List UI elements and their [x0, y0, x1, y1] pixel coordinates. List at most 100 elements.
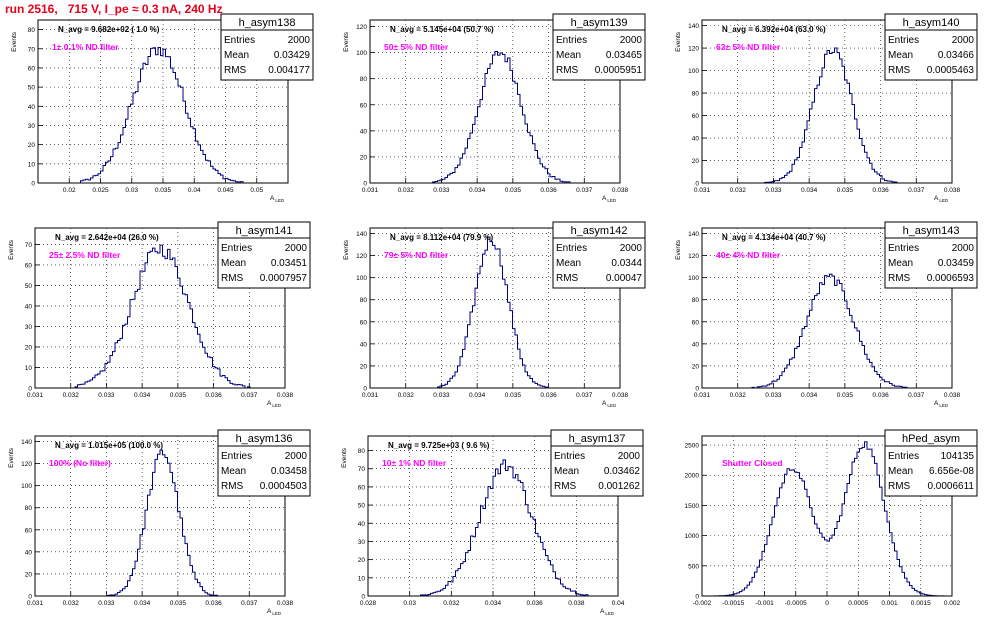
- x-tick-label: 0.033: [433, 392, 450, 399]
- stats-value: 0.03466: [938, 50, 975, 61]
- x-tick-label: 0.03: [125, 187, 138, 194]
- y-tick-label: 0: [361, 594, 365, 601]
- histogram-name: h_asym142: [571, 225, 628, 237]
- y-tick-label: 70: [25, 242, 33, 249]
- histogram-panel-h_asym136: 0.031 0.032 0.033 0.034 0.035 0.036 0.037 0.038…: [8, 429, 311, 616]
- stats-box: [220, 13, 314, 81]
- navg-label: N_avg = 2.642e+04 (26.0 %): [55, 233, 159, 242]
- stats-label: Entries: [554, 451, 585, 462]
- x-tick-label: 0.034: [134, 392, 151, 399]
- y-tick-label: 20: [360, 363, 368, 370]
- x-tick-label: 0.031: [362, 187, 379, 194]
- stats-value: 0.0344: [611, 258, 642, 269]
- navg-label: N_avg = 9.682e+02 ( 1.0 %): [58, 25, 160, 34]
- y-tick-label: 60: [25, 527, 33, 534]
- y-tick-label: 100: [688, 68, 699, 75]
- stats-label: RMS: [888, 273, 911, 284]
- x-tick-label: -0.0005: [785, 600, 807, 607]
- histogram-panel-h_asym143: 0.031 0.032 0.033 0.034 0.035 0.036 0.037 0.038…: [675, 221, 978, 408]
- x-tick-label: 0.031: [27, 600, 44, 607]
- y-tick-label: 30: [28, 123, 36, 130]
- plot-frame: [369, 19, 621, 184]
- y-tick-label: 0: [363, 386, 367, 393]
- stats-label: Mean: [556, 50, 581, 61]
- y-tick-label: 2500: [685, 443, 700, 450]
- x-tick-label: 0.033: [765, 392, 782, 399]
- x-tick-label: 0.037: [241, 600, 258, 607]
- y-tick-label: 60: [358, 484, 366, 491]
- stats-box: [217, 221, 311, 289]
- histogram-line: [370, 51, 620, 184]
- x-tick-label: 0.035: [505, 187, 522, 194]
- stats-label: Mean: [888, 258, 913, 269]
- x-tick-label: 0.031: [694, 392, 711, 399]
- plot-frame: [701, 19, 953, 184]
- histogram-panel-h_asym138: 0.02 0.025 0.03 0.035 0.04 0.045 0.05 0 10 20 30 40…: [11, 13, 314, 203]
- y-axis-label: Events: [8, 239, 15, 260]
- x-tick-label: 0.033: [98, 392, 115, 399]
- x-tick-label: 0.0015: [911, 600, 931, 607]
- y-tick-label: 100: [356, 275, 367, 282]
- y-tick-label: 100: [688, 275, 699, 282]
- y-tick-label: 20: [360, 154, 368, 161]
- y-tick-label: 0: [363, 181, 367, 188]
- x-tick-label: 0.032: [398, 187, 415, 194]
- stats-label: Mean: [556, 258, 581, 269]
- histogram-panel-h_asym142: 0.031 0.032 0.033 0.034 0.035 0.036 0.037 0.038…: [343, 221, 646, 408]
- x-tick-label: 0.035: [155, 187, 172, 194]
- y-tick-label: 140: [688, 23, 699, 30]
- navg-label: N_avg = 9.725e+03 ( 9.6 %): [388, 441, 490, 450]
- y-tick-label: 0: [695, 181, 699, 188]
- stats-label: Entries: [224, 35, 255, 46]
- y-tick-label: 20: [28, 142, 36, 149]
- y-axis-label: Events: [11, 31, 18, 52]
- plot-frame: [701, 227, 953, 389]
- y-tick-label: 120: [688, 46, 699, 53]
- x-tick-label: 0.037: [908, 392, 925, 399]
- x-tick-label: 0.033: [98, 600, 115, 607]
- x-tick-label: 0.035: [837, 392, 854, 399]
- y-axis-label: Events: [341, 447, 348, 468]
- stats-label: RMS: [888, 481, 911, 492]
- x-tick-label: 0.038: [944, 187, 961, 194]
- y-tick-label: 0: [28, 594, 32, 601]
- stats-label: Entries: [888, 451, 919, 462]
- histogram-name: h_asym137: [569, 433, 626, 445]
- x-tick-label: 0.038: [568, 600, 585, 607]
- y-tick-label: 40: [360, 128, 368, 135]
- run-title: run 2516, 715 V, I_pe ≈ 0.3 nA, 240 Hz: [5, 2, 223, 16]
- x-tick-label: 0.034: [469, 187, 486, 194]
- x-tick-label: 0.035: [505, 392, 522, 399]
- x-axis-label: ALED: [602, 195, 617, 203]
- y-tick-label: 1500: [685, 503, 700, 510]
- x-tick-label: 0.03: [403, 600, 416, 607]
- y-tick-label: 0: [695, 594, 699, 601]
- x-tick-label: 0.038: [277, 600, 294, 607]
- y-tick-label: 10: [358, 575, 366, 582]
- stats-value: 104135: [941, 451, 975, 462]
- y-tick-label: 80: [360, 297, 368, 304]
- x-tick-label: 0.038: [612, 187, 629, 194]
- y-tick-label: 120: [688, 253, 699, 260]
- x-tick-label: 0.034: [801, 187, 818, 194]
- stats-box: [884, 13, 978, 81]
- x-tick-label: 0.032: [730, 392, 747, 399]
- y-tick-label: 40: [360, 341, 368, 348]
- stats-label: Entries: [556, 243, 587, 254]
- stats-value: 2000: [952, 243, 975, 254]
- y-tick-label: 20: [692, 158, 700, 165]
- filter-annotation: 63± 5% ND filter: [716, 42, 781, 52]
- histogram-panel-h_asym137: 0.028 0.03 0.032 0.034 0.036 0.038 0.04 0 10 20 30…: [341, 429, 644, 616]
- histogram-line: [701, 441, 952, 597]
- stats-label: RMS: [554, 481, 577, 492]
- y-tick-label: 100: [21, 483, 32, 490]
- histogram-line: [38, 47, 288, 184]
- stats-label: Mean: [224, 50, 249, 61]
- y-tick-label: 40: [692, 341, 700, 348]
- stats-label: Entries: [221, 243, 252, 254]
- histogram-panel-h_asym140: 0.031 0.032 0.033 0.034 0.035 0.036 0.037 0.038…: [675, 13, 978, 203]
- x-tick-label: 0: [825, 600, 829, 607]
- x-tick-label: 0.036: [205, 392, 222, 399]
- x-tick-label: 0.034: [469, 392, 486, 399]
- y-tick-label: 30: [358, 539, 366, 546]
